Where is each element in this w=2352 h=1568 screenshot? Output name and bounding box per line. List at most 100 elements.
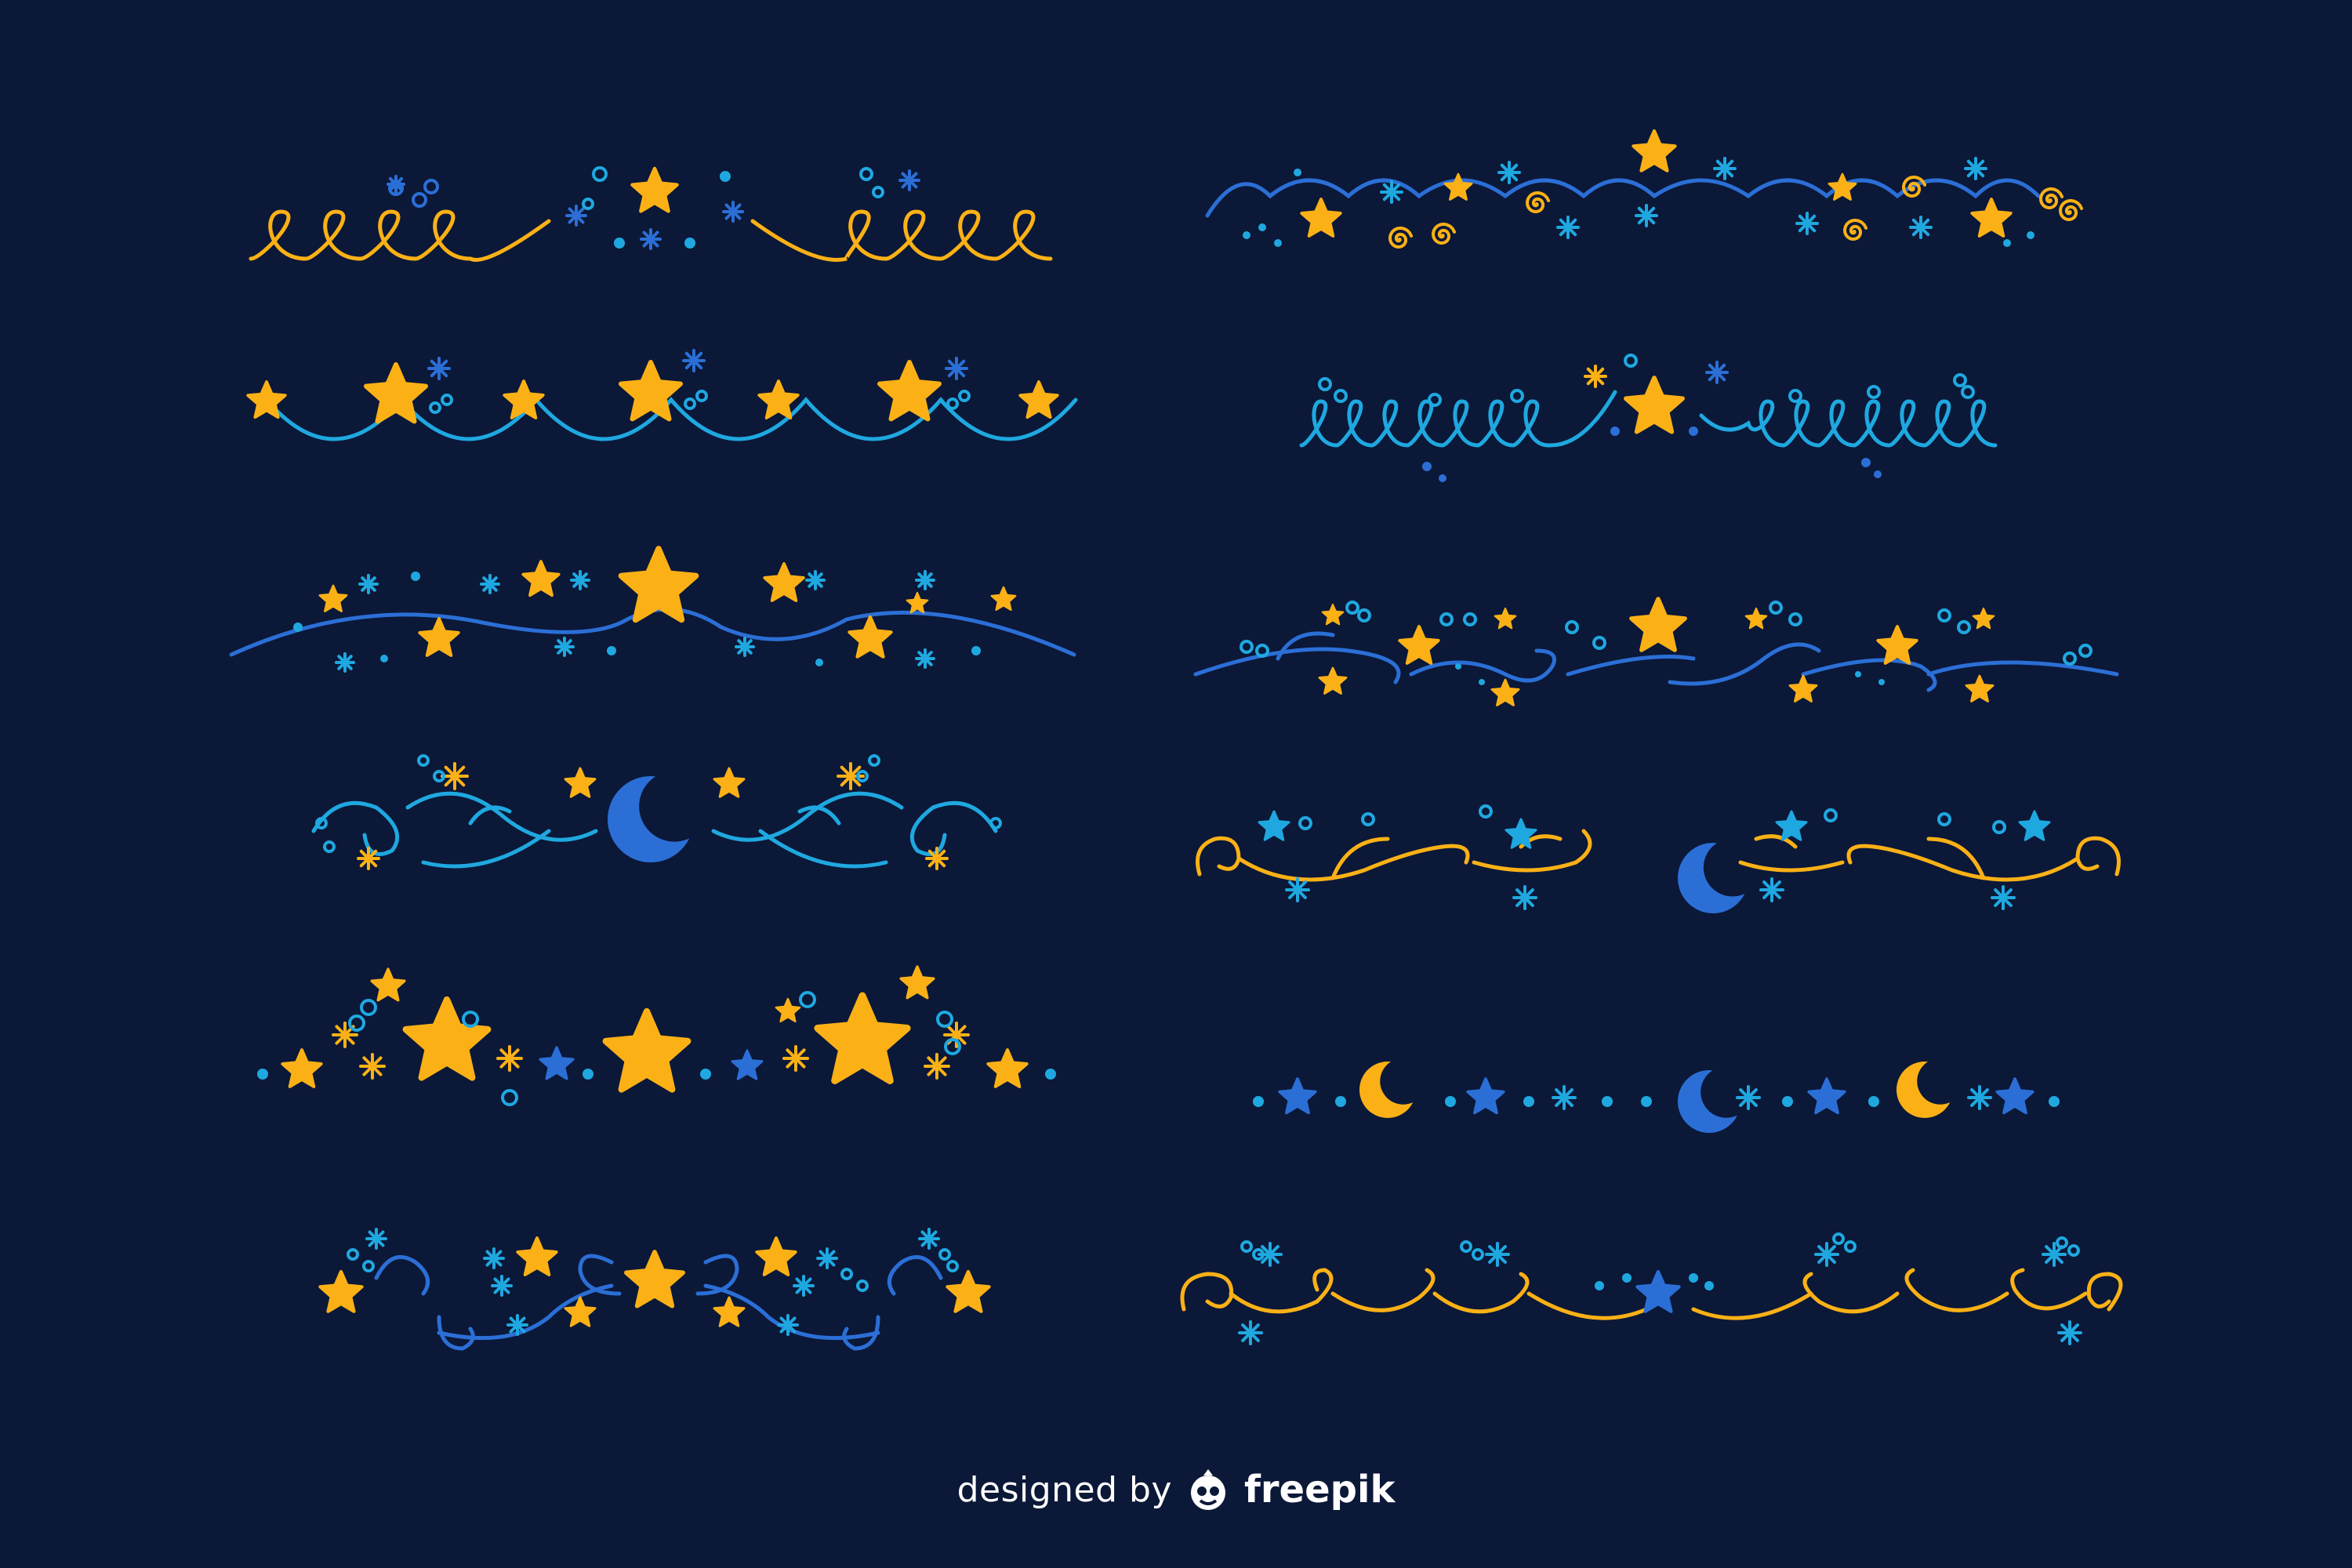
ring-icon: [859, 167, 873, 181]
ring-icon: [1463, 612, 1477, 626]
ring-icon: [2063, 652, 2077, 666]
ring-icon: [856, 770, 869, 782]
star-icon: [1629, 597, 1687, 652]
asterisk-icon: [793, 1275, 815, 1297]
ornament-line: [229, 607, 1076, 657]
asterisk-icon: [1285, 877, 1310, 902]
ring-icon: [868, 754, 880, 767]
asterisk-icon: [332, 1022, 358, 1048]
asterisk-icon: [1380, 180, 1403, 204]
ornament-line: [1738, 834, 2121, 882]
star-icon: [757, 379, 800, 419]
dot-icon: [1479, 679, 1485, 685]
dot-icon: [257, 1069, 268, 1080]
moon-icon: [1678, 843, 1748, 913]
ring-icon: [1345, 601, 1359, 615]
star-icon: [1624, 376, 1685, 434]
moon-chain-divider: [1253, 1062, 2060, 1133]
ring-icon: [423, 179, 439, 194]
ring-icon: [441, 394, 453, 406]
star-icon: [814, 992, 911, 1084]
sky-loops-divider: [1299, 354, 1998, 482]
star-icon: [521, 560, 561, 597]
spiral-icon: [1901, 175, 1927, 198]
ornament-line: [750, 209, 1053, 262]
ring-icon: [347, 1248, 359, 1261]
dot-icon: [1455, 663, 1461, 670]
asterisk-icon: [1556, 216, 1580, 239]
dot-icon: [1689, 426, 1698, 436]
ring-icon: [417, 754, 430, 767]
asterisk-icon: [570, 570, 590, 590]
asterisk-icon: [554, 637, 575, 657]
brand-name: freepik: [1244, 1468, 1396, 1512]
ring-icon: [362, 1260, 375, 1272]
dot-icon: [1243, 231, 1250, 239]
ornament-line: [249, 209, 551, 262]
ring-icon: [1460, 1240, 1472, 1253]
star-icon: [1807, 1077, 1846, 1115]
asterisk-icon: [1497, 161, 1521, 184]
star-icon: [1876, 625, 1918, 665]
asterisk-icon: [1584, 365, 1607, 388]
dot-icon: [1439, 474, 1446, 482]
dot-icon: [720, 171, 731, 182]
ring-icon: [1937, 812, 1951, 826]
ring-icon: [936, 1011, 953, 1028]
ring-icon: [1844, 1240, 1857, 1253]
dot-icon: [700, 1069, 711, 1080]
star-icon: [1965, 674, 1994, 702]
star-icon: [619, 360, 683, 422]
star-icon: [1398, 625, 1440, 665]
star-icon: [364, 362, 428, 424]
dot-icon: [1622, 1273, 1632, 1283]
asterisk-icon: [1909, 216, 1933, 239]
ornament-line: [1205, 178, 2041, 218]
asterisk-icon: [1967, 1085, 1992, 1110]
dot-icon: [1874, 470, 1882, 478]
dot-icon: [1689, 1273, 1698, 1283]
star-icon: [564, 1296, 597, 1327]
ring-icon: [2056, 1236, 2068, 1249]
star-icon: [516, 1236, 558, 1276]
ring-icon: [1298, 816, 1312, 830]
ring-icon: [323, 840, 336, 853]
moon-icon: [608, 776, 694, 862]
star-icon: [1828, 172, 1857, 201]
ring-icon: [938, 1248, 951, 1261]
asterisk-icon: [1635, 204, 1658, 227]
ring-icon: [1937, 608, 1951, 622]
asterisk-icon: [1552, 1085, 1577, 1110]
ring-icon: [429, 401, 441, 414]
gold-scroll-divider: [1180, 1232, 2123, 1345]
asterisk-icon: [925, 847, 949, 870]
dot-icon: [1335, 1096, 1346, 1107]
dot-icon: [1445, 1096, 1456, 1107]
dot-icon: [583, 1069, 593, 1080]
dot-icon: [1523, 1096, 1534, 1107]
dot-icon: [1641, 1096, 1652, 1107]
star-icon: [246, 380, 287, 419]
star-icon: [1744, 607, 1768, 630]
ring-icon: [1510, 389, 1524, 403]
star-icon: [1775, 810, 1808, 841]
asterisk-icon: [1736, 1085, 1761, 1110]
ring-icon: [840, 1268, 853, 1280]
dot-icon: [1258, 223, 1266, 231]
ring-icon: [1624, 354, 1638, 368]
star-icon: [402, 996, 492, 1081]
asterisk-icon: [483, 1247, 505, 1269]
asterisk-icon: [918, 1228, 940, 1250]
dot-icon: [614, 238, 625, 249]
ring-icon: [501, 1089, 518, 1106]
asterisk-icon: [805, 570, 826, 590]
star-icon: [1788, 674, 1818, 702]
ring-icon: [944, 1038, 961, 1055]
ornament-line: [711, 791, 998, 869]
spiral-icon: [2058, 198, 2084, 222]
star-icon: [713, 767, 746, 798]
dot-icon: [2049, 1096, 2060, 1107]
ring-icon: [1992, 820, 2006, 834]
star-icon: [1494, 607, 1517, 630]
asterisk-icon: [1713, 157, 1737, 180]
